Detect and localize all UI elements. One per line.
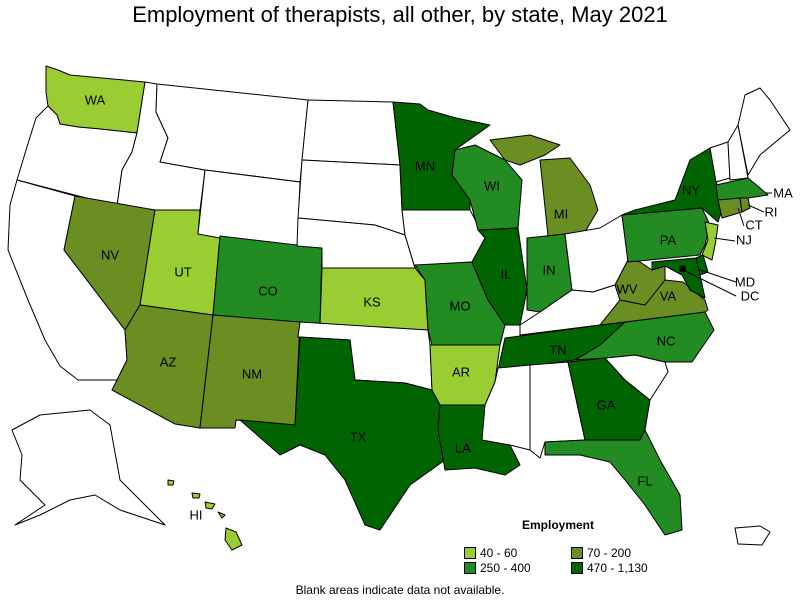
state-label-co: CO bbox=[258, 283, 278, 298]
legend-swatch-2 bbox=[571, 547, 583, 559]
state-label-fl: FL bbox=[637, 473, 652, 488]
state-label-ut: UT bbox=[174, 264, 191, 279]
state-ma[interactable] bbox=[715, 177, 769, 201]
state-label-wi: WI bbox=[484, 178, 500, 193]
state-label-mn: MN bbox=[415, 158, 435, 173]
state-label-mo: MO bbox=[450, 298, 471, 313]
leader-md bbox=[699, 269, 737, 283]
state-label-nv: NV bbox=[101, 247, 119, 262]
leader-ri bbox=[747, 204, 765, 213]
state-ny[interactable] bbox=[621, 147, 723, 223]
leader-dc bbox=[682, 269, 737, 297]
state-label-nm: NM bbox=[242, 366, 262, 381]
state-label-in: IN bbox=[543, 262, 556, 277]
state-label-dc: DC bbox=[741, 288, 760, 303]
leader-ct bbox=[737, 207, 745, 227]
state-ak[interactable] bbox=[11, 409, 166, 526]
state-il[interactable] bbox=[471, 227, 528, 326]
legend: Employment 40 - 60 70 - 200 250 - 400 47… bbox=[464, 518, 664, 578]
state-label-tn: TN bbox=[549, 342, 566, 357]
state-label-mi: MI bbox=[554, 206, 568, 221]
state-me[interactable] bbox=[737, 87, 791, 176]
legend-label-3: 250 - 400 bbox=[480, 561, 531, 575]
state-label-ri: RI bbox=[765, 204, 778, 219]
legend-item-2: 70 - 200 bbox=[571, 546, 631, 560]
legend-label-2: 70 - 200 bbox=[587, 546, 632, 560]
state-label-az: AZ bbox=[160, 354, 177, 369]
state-label-wv: WV bbox=[617, 281, 638, 296]
state-label-la: LA bbox=[455, 440, 471, 455]
state-fl[interactable] bbox=[544, 429, 683, 536]
legend-label-4: 470 - 1,130 bbox=[587, 561, 648, 575]
state-label-ny: NY bbox=[682, 182, 700, 197]
state-md[interactable] bbox=[651, 257, 706, 299]
legend-swatch-1 bbox=[464, 547, 476, 559]
state-hi[interactable] bbox=[167, 479, 243, 551]
dc-marker bbox=[680, 266, 686, 272]
state-label-hi: HI bbox=[190, 507, 203, 522]
state-label-il: IL bbox=[501, 266, 512, 281]
state-nj[interactable] bbox=[701, 221, 719, 261]
state-ri[interactable] bbox=[739, 197, 751, 213]
legend-label-1: 40 - 60 bbox=[480, 546, 518, 560]
state-tx[interactable] bbox=[239, 336, 446, 531]
state-nd[interactable] bbox=[301, 99, 401, 166]
leader-nj bbox=[713, 237, 736, 242]
state-label-tx: TX bbox=[350, 429, 367, 444]
footnote: Blank areas indicate data not available. bbox=[295, 583, 505, 597]
legend-swatch-3 bbox=[464, 562, 476, 574]
state-label-nj: NJ bbox=[736, 232, 752, 247]
state-label-wa: WA bbox=[85, 92, 106, 107]
state-label-nc: NC bbox=[657, 333, 676, 348]
legend-item-3: 250 - 400 bbox=[464, 561, 531, 575]
state-label-md: MD bbox=[735, 274, 755, 289]
state-ia[interactable] bbox=[401, 209, 486, 269]
state-label-ma: MA bbox=[773, 185, 793, 200]
legend-title: Employment bbox=[522, 518, 595, 532]
state-label-ct: CT bbox=[745, 217, 762, 232]
legend-swatch-4 bbox=[571, 562, 583, 574]
state-label-ar: AR bbox=[452, 364, 470, 379]
state-label-pa: PA bbox=[660, 232, 677, 247]
state-label-ga: GA bbox=[597, 397, 616, 412]
legend-item-1: 40 - 60 bbox=[464, 546, 517, 560]
state-co[interactable] bbox=[212, 235, 323, 326]
state-label-ks: KS bbox=[363, 294, 381, 309]
state-pr[interactable] bbox=[734, 525, 771, 546]
map-title: Employment of therapists, all other, by … bbox=[132, 2, 668, 27]
state-label-va: VA bbox=[660, 288, 677, 303]
legend-item-4: 470 - 1,130 bbox=[571, 561, 648, 575]
